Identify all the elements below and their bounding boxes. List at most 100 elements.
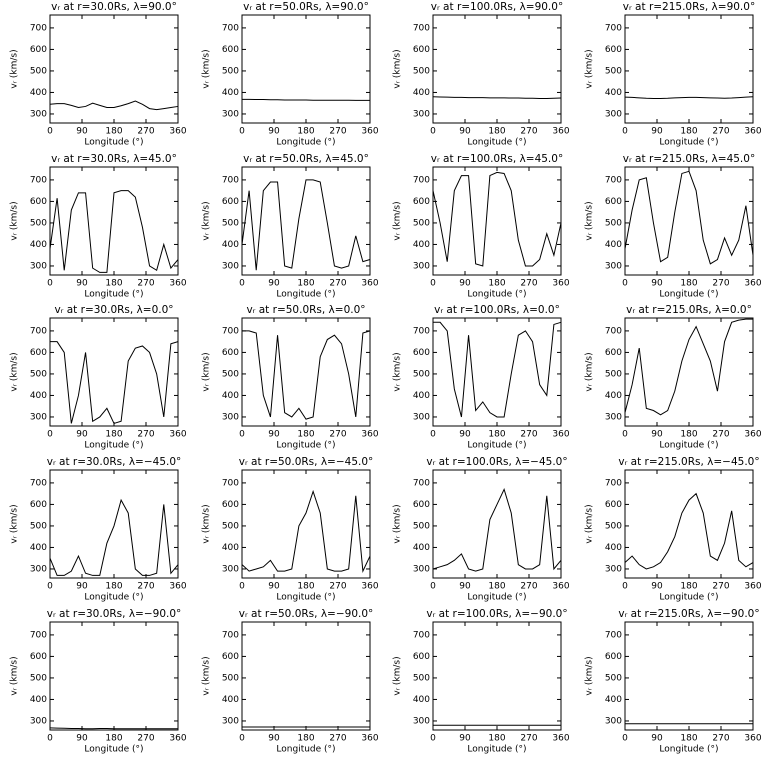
- y-tick-label: 300: [30, 564, 47, 574]
- chart-title: vᵣ at r=30.0Rs, λ=0.0°: [54, 304, 173, 316]
- x-tick-label: 0: [47, 734, 53, 744]
- plot-frame: [624, 469, 754, 579]
- x-tick-label: 180: [680, 430, 697, 440]
- y-tick-label: 600: [605, 197, 622, 207]
- chart-title: vᵣ at r=215.0Rs, λ=0.0°: [626, 304, 752, 316]
- y-tick-label: 300: [222, 261, 239, 271]
- y-tick-label: 700: [222, 326, 239, 336]
- y-tick-label: 600: [222, 197, 239, 207]
- y-tick-label: 500: [222, 66, 239, 76]
- y-tick-label: 600: [413, 45, 430, 55]
- chart-title: vᵣ at r=215.0Rs, λ=−90.0°: [618, 608, 759, 620]
- x-tick-label: 0: [239, 279, 245, 289]
- x-tick-label: 270: [329, 279, 346, 289]
- x-tick-label: 90: [459, 430, 471, 440]
- y-tick-label: 600: [605, 652, 622, 662]
- chart-title: vᵣ at r=30.0Rs, λ=−45.0°: [47, 456, 182, 468]
- plot-frame: [241, 14, 371, 124]
- y-tick-label: 300: [222, 412, 239, 422]
- x-tick-label: 270: [712, 279, 729, 289]
- x-tick-label: 90: [76, 430, 88, 440]
- x-tick-label: 270: [712, 582, 729, 592]
- x-tick-label: 360: [361, 127, 378, 137]
- y-tick-label: 600: [30, 197, 47, 207]
- data-line: [242, 98, 370, 101]
- y-tick-label: 700: [413, 478, 430, 488]
- data-line: [49, 498, 179, 576]
- x-tick-label: 360: [169, 127, 186, 137]
- y-tick-label: 400: [605, 543, 622, 553]
- y-tick-label: 300: [413, 261, 430, 271]
- x-tick-label: 0: [622, 430, 628, 440]
- y-tick-label: 600: [413, 197, 430, 207]
- y-tick-label: 500: [30, 218, 47, 228]
- x-tick-label: 360: [169, 279, 186, 289]
- data-line: [432, 171, 562, 267]
- y-axis-label: vᵣ (km/s): [202, 201, 212, 240]
- x-tick-label: 90: [651, 582, 663, 592]
- x-tick-label: 360: [169, 734, 186, 744]
- plot-frame: [241, 317, 371, 427]
- y-tick-label: 300: [30, 716, 47, 726]
- y-tick-label: 500: [413, 369, 430, 379]
- x-tick-label: 180: [297, 734, 314, 744]
- data-line: [49, 190, 179, 273]
- x-tick-label: 360: [744, 127, 761, 137]
- x-tick-label: 180: [105, 734, 122, 744]
- y-axis-label: vᵣ (km/s): [585, 352, 595, 391]
- chart-title: vᵣ at r=100.0Rs, λ=−90.0°: [426, 608, 567, 620]
- plot-frame: [432, 469, 562, 579]
- y-tick-label: 400: [605, 695, 622, 705]
- x-tick-label: 90: [651, 279, 663, 289]
- y-tick-label: 400: [30, 543, 47, 553]
- y-tick-label: 300: [413, 109, 430, 119]
- x-tick-label: 360: [169, 430, 186, 440]
- y-tick-label: 500: [413, 673, 430, 683]
- x-tick-label: 90: [651, 430, 663, 440]
- y-tick-label: 700: [605, 630, 622, 640]
- y-tick-label: 600: [222, 45, 239, 55]
- x-tick-label: 90: [76, 127, 88, 137]
- y-tick-label: 600: [605, 348, 622, 358]
- y-axis-label: vᵣ (km/s): [10, 352, 20, 391]
- chart-title: vᵣ at r=100.0Rs, λ=−45.0°: [426, 456, 567, 468]
- y-tick-label: 700: [413, 326, 430, 336]
- x-tick-label: 360: [552, 582, 569, 592]
- y-tick-label: 500: [30, 521, 47, 531]
- data-line: [50, 341, 179, 425]
- x-axis-label: Longitude (°): [659, 745, 718, 755]
- x-axis-label: Longitude (°): [84, 138, 143, 148]
- chart-title: vᵣ at r=100.0Rs, λ=90.0°: [431, 1, 563, 13]
- plot-frame: [432, 317, 562, 427]
- x-tick-label: 0: [239, 430, 245, 440]
- y-tick-label: 300: [605, 261, 622, 271]
- x-tick-label: 0: [47, 430, 53, 440]
- x-tick-label: 0: [430, 127, 436, 137]
- x-tick-label: 270: [329, 582, 346, 592]
- x-tick-label: 360: [744, 734, 761, 744]
- y-tick-label: 700: [605, 326, 622, 336]
- x-axis-label: Longitude (°): [467, 593, 526, 603]
- chart-title: vᵣ at r=50.0Rs, λ=90.0°: [243, 1, 369, 13]
- x-tick-label: 90: [268, 582, 280, 592]
- y-axis-label: vᵣ (km/s): [202, 656, 212, 695]
- x-tick-label: 180: [105, 279, 122, 289]
- y-axis-label: vᵣ (km/s): [10, 201, 20, 240]
- chart-title: vᵣ at r=100.0Rs, λ=45.0°: [431, 153, 563, 165]
- chart-title: vᵣ at r=50.0Rs, λ=0.0°: [246, 304, 365, 316]
- y-tick-label: 500: [413, 521, 430, 531]
- y-tick-label: 500: [222, 218, 239, 228]
- x-tick-label: 90: [268, 127, 280, 137]
- data-line: [624, 170, 754, 265]
- y-axis-label: vᵣ (km/s): [10, 49, 20, 88]
- plot-frame: [241, 166, 371, 276]
- chart-title: vᵣ at r=50.0Rs, λ=−45.0°: [239, 456, 374, 468]
- x-tick-label: 90: [268, 279, 280, 289]
- x-tick-label: 180: [297, 127, 314, 137]
- y-tick-label: 600: [30, 500, 47, 510]
- y-axis-label: vᵣ (km/s): [585, 201, 595, 240]
- x-axis-label: Longitude (°): [276, 745, 335, 755]
- x-tick-label: 180: [105, 127, 122, 137]
- y-tick-label: 400: [30, 391, 47, 401]
